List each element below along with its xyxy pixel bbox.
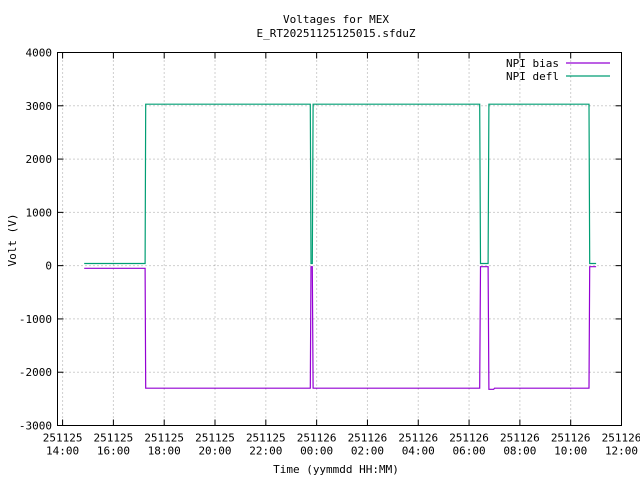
x-tick-date: 251126 [449, 432, 489, 445]
x-tick-time: 06:00 [453, 445, 486, 458]
x-tick-date: 251126 [398, 432, 438, 445]
x-tick-time: 22:00 [249, 445, 282, 458]
axis-ticks [57, 52, 622, 426]
x-tick-date: 251126 [551, 432, 591, 445]
legend-label: NPI bias [506, 57, 559, 70]
tick-labels: 40003000200010000-1000-2000-300025112514… [19, 47, 640, 458]
x-tick-time: 18:00 [148, 445, 181, 458]
chart-title: Voltages for MEX [283, 13, 389, 26]
x-tick-date: 251125 [43, 432, 83, 445]
legend-label: NPI defl [506, 70, 559, 83]
x-tick-date: 251125 [246, 432, 286, 445]
y-tick-label: 1000 [26, 206, 53, 219]
y-tick-label: -3000 [19, 420, 52, 433]
y-tick-label: 2000 [26, 153, 53, 166]
x-tick-date: 251126 [602, 432, 640, 445]
y-tick-label: -1000 [19, 313, 52, 326]
x-tick-time: 12:00 [605, 445, 638, 458]
x-tick-date: 251126 [500, 432, 540, 445]
x-tick-time: 02:00 [351, 445, 384, 458]
x-tick-time: 00:00 [300, 445, 333, 458]
x-tick-date: 251126 [297, 432, 337, 445]
series-line-npi-defl [84, 103, 597, 265]
y-tick-label: 0 [45, 260, 52, 273]
series-line-npi-bias [84, 266, 597, 390]
x-tick-time: 16:00 [97, 445, 130, 458]
x-tick-date: 251126 [348, 432, 388, 445]
y-tick-label: 3000 [26, 100, 53, 113]
y-tick-label: 4000 [26, 47, 53, 60]
x-tick-time: 08:00 [503, 445, 536, 458]
series-lines [84, 103, 597, 390]
chart-subtitle: E_RT20251125125015.sfduZ [257, 27, 416, 40]
x-tick-date: 251125 [195, 432, 235, 445]
x-tick-time: 14:00 [46, 445, 79, 458]
plot-frame [57, 52, 622, 426]
x-tick-date: 251125 [94, 432, 134, 445]
x-tick-date: 251125 [144, 432, 184, 445]
x-axis-label: Time (yymmdd HH:MM) [273, 463, 399, 476]
y-tick-label: -2000 [19, 366, 52, 379]
grid-lines [57, 52, 622, 426]
x-tick-time: 04:00 [402, 445, 435, 458]
y-axis-label: Volt (V) [6, 214, 19, 267]
x-tick-time: 10:00 [554, 445, 587, 458]
x-tick-time: 20:00 [198, 445, 231, 458]
